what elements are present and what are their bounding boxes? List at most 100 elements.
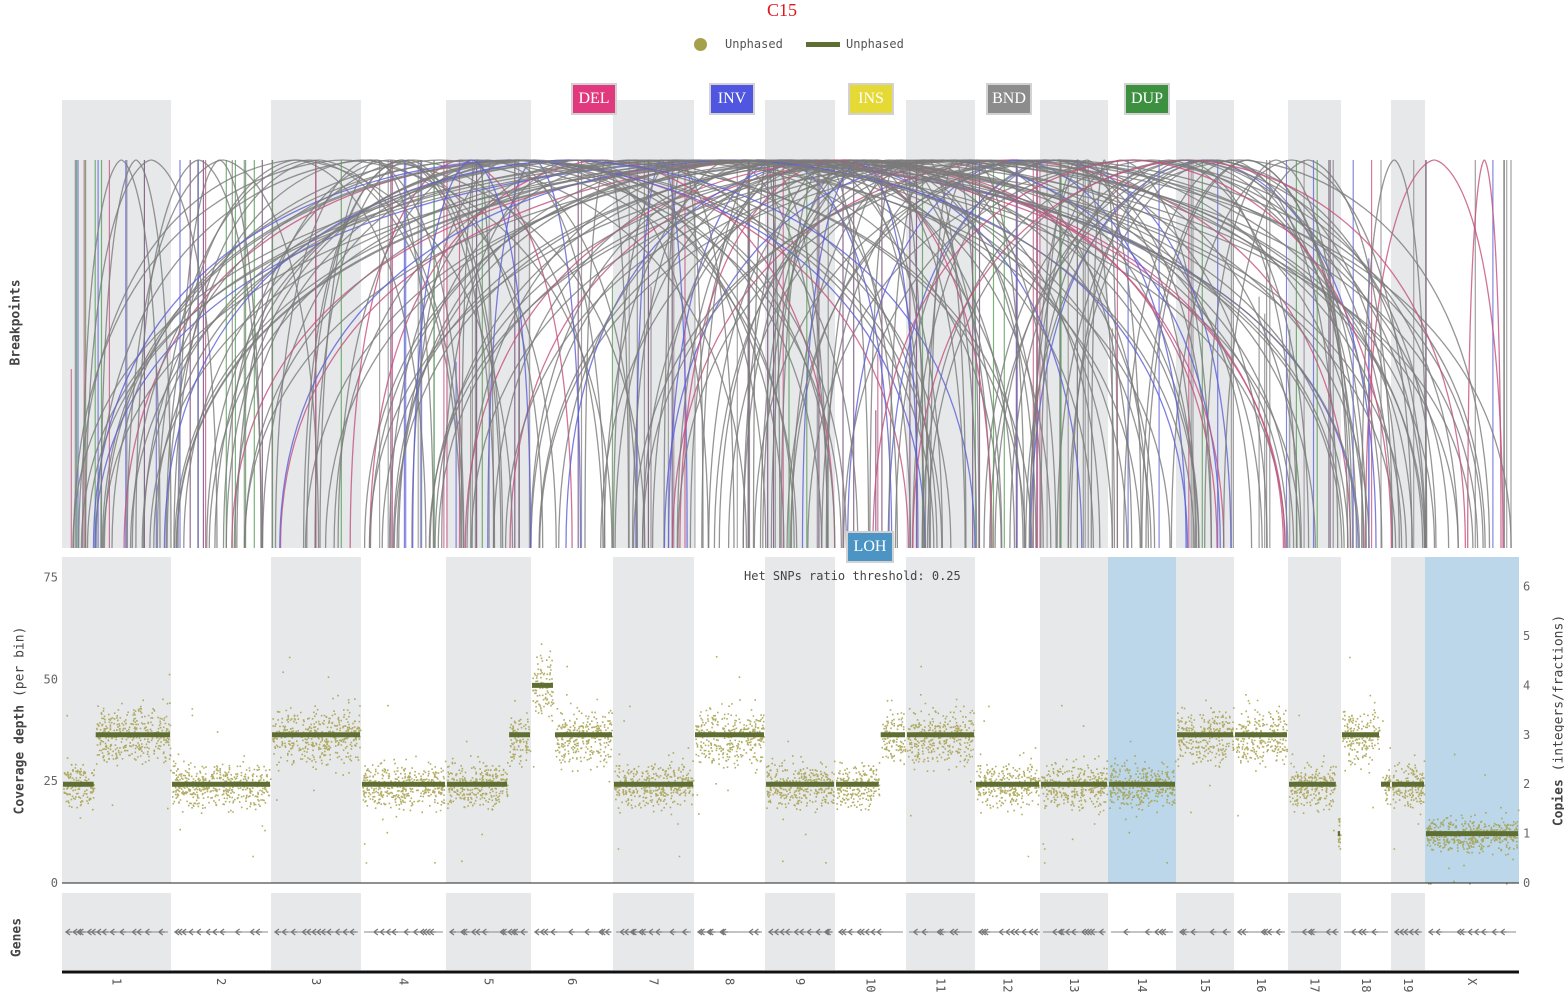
sv-button-ins[interactable]: INS: [848, 83, 894, 115]
sv-button-del[interactable]: DEL: [571, 83, 617, 115]
chromosome-label: 5: [482, 978, 496, 985]
y-right-tick-label: 0: [1523, 876, 1530, 890]
breakpoint-arc: [1028, 159, 1310, 549]
sv-button-dup[interactable]: DUP: [1124, 83, 1170, 115]
chromosome-band: [1391, 557, 1425, 883]
sv-button-bnd[interactable]: BND: [986, 83, 1032, 115]
coverage-point-cloud: [976, 705, 1041, 858]
copies-axis-title: Copies (integers/fractions): [1551, 614, 1564, 827]
loh-region: [1425, 557, 1519, 883]
het-snp-threshold-text: Het SNPs ratio threshold: 0.25: [744, 569, 961, 583]
chromosome-band: [906, 557, 975, 883]
loh-label: LOH: [853, 538, 887, 555]
chromosome-label: 13: [1067, 978, 1081, 992]
breakpoint-arc: [81, 159, 161, 549]
gene-track: [62, 928, 1519, 974]
y-left-tick-label: 0: [51, 876, 58, 890]
breakpoint-arc: [103, 159, 943, 549]
legend-unphased-line[interactable]: Unphased: [806, 34, 904, 54]
sv-button-inv[interactable]: INV: [709, 83, 755, 115]
chromosome-band: [446, 557, 531, 883]
y-right-tick-label: 6: [1523, 580, 1530, 594]
breakpoint-arc: [558, 159, 1156, 549]
chromosome-label: 6: [565, 978, 579, 985]
breakpoint-arc: [236, 159, 544, 549]
chromosome-label: 10: [864, 978, 878, 992]
breakpoint-arc: [126, 159, 320, 549]
sv-button-label: DUP: [1130, 90, 1163, 107]
gene-glyphs: [768, 928, 833, 936]
breakpoint-arc: [141, 159, 1033, 549]
breakpoint-arc: [165, 159, 427, 549]
gene-glyphs: [534, 928, 612, 936]
sv-button-label: INV: [717, 90, 747, 107]
coverage-point-cloud: [1392, 754, 1426, 850]
breakpoint-arc: [1222, 159, 1394, 549]
legend-unphased-points[interactable]: Unphased: [694, 34, 783, 54]
legend-points-label: Unphased: [725, 37, 783, 51]
breakpoint-arc: [846, 159, 1187, 549]
coverage-points: [63, 643, 1520, 885]
chromosome-band: [1040, 557, 1108, 883]
breakpoint-arc: [1361, 159, 1428, 549]
breakpoint-arc: [1467, 159, 1502, 549]
coverage-point-cloud: [1235, 694, 1289, 817]
legend-line-label: Unphased: [846, 37, 904, 51]
chromosome-label: 8: [723, 978, 737, 985]
breakpoint-arc: [921, 159, 1383, 549]
chromosome-label: X: [1465, 978, 1479, 986]
breakpoint-arc: [176, 159, 1407, 549]
coverage-point-cloud: [555, 665, 613, 783]
coverage-point-cloud: [532, 643, 555, 768]
coverage-point-cloud: [1109, 740, 1177, 864]
y-right-tick-label: 2: [1523, 777, 1530, 791]
breakpoints-axis-title: Breakpoints: [8, 279, 24, 366]
gene-glyphs: [1302, 928, 1339, 936]
loh-toggle-button[interactable]: LOH: [846, 531, 894, 563]
breakpoint-arcs: [70, 159, 1512, 549]
chromosome-label: 3: [309, 978, 323, 985]
coverage-point-cloud: [272, 656, 362, 801]
chromosome-band: [1288, 557, 1341, 883]
gene-glyphs: [274, 928, 357, 936]
chromosome-label: 1: [110, 978, 124, 985]
y-right-tick-label: 1: [1523, 827, 1530, 841]
gene-glyphs: [1052, 928, 1106, 936]
breakpoint-arc: [72, 159, 613, 549]
loh-region: [1108, 557, 1176, 883]
chromosome-labels: 1 2 3 4 5 6 7 8 9 10 11 12 13 14 15 16 17 18 19 X: [110, 978, 1480, 992]
y-left-tick-label: 50: [44, 672, 58, 686]
gene-glyphs: [174, 928, 262, 936]
chromosome-label: 14: [1135, 978, 1149, 992]
coverage-axis-title: Coverage depth (per bin): [12, 626, 28, 815]
gene-glyphs: [373, 928, 436, 936]
breakpoint-arc: [302, 159, 502, 549]
chromosome-label: 15: [1198, 978, 1212, 992]
breakpoint-arc: [173, 159, 464, 549]
breakpoint-arc: [131, 159, 748, 549]
coverage-point-cloud: [1177, 699, 1235, 814]
gene-glyphs: [65, 928, 165, 936]
gene-glyphs: [1351, 928, 1378, 936]
coverage-point-cloud: [447, 740, 509, 863]
sv-button-label: INS: [858, 90, 884, 107]
y-left-tick-label: 25: [44, 774, 58, 788]
coverage-point-cloud: [907, 665, 975, 817]
breakpoint-arc: [600, 159, 1263, 549]
breakpoint-arc: [872, 159, 1393, 549]
breakpoint-arc: [337, 159, 638, 549]
sv-button-label: BND: [992, 90, 1026, 107]
gene-glyphs: [913, 928, 960, 936]
legend-dot-icon: [694, 37, 707, 51]
chromosome-label: 17: [1308, 978, 1322, 992]
breakpoint-arc: [989, 159, 1491, 549]
chromosome-label: 9: [793, 978, 807, 985]
breakpoint-arc: [651, 159, 1003, 549]
breakpoint-arc: [825, 159, 978, 549]
gene-glyphs: [1394, 928, 1421, 936]
chromosome-label: 7: [647, 978, 661, 985]
breakpoint-arc: [1123, 159, 1339, 549]
chart-title: C15: [766, 0, 797, 20]
chromosome-band: [62, 557, 171, 883]
